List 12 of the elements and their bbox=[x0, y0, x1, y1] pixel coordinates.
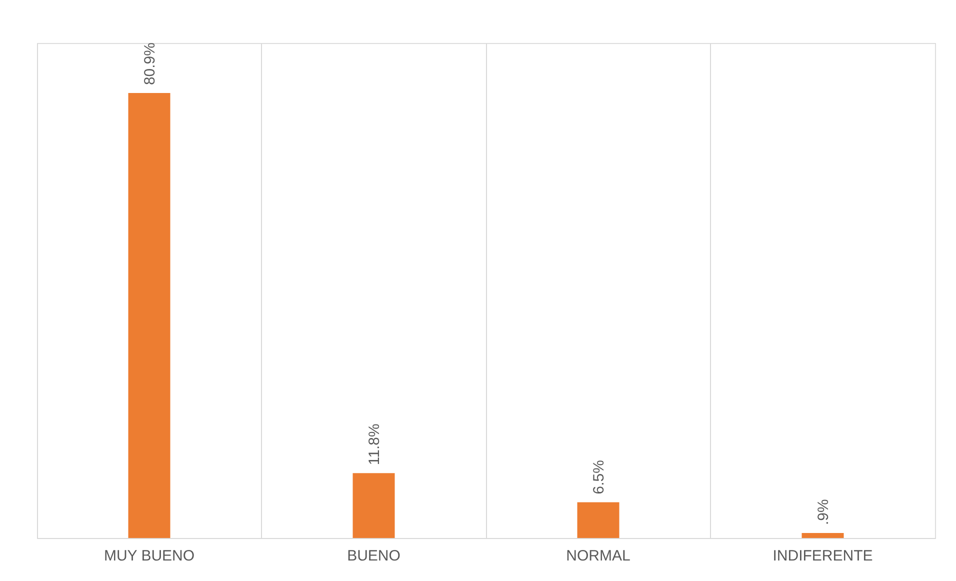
x-tick-label: BUENO bbox=[347, 548, 400, 564]
data-label: .9% bbox=[814, 499, 832, 526]
data-label: 80.9% bbox=[141, 42, 158, 86]
bar bbox=[577, 502, 620, 538]
x-tick-label: NORMAL bbox=[566, 548, 630, 564]
x-tick-label: MUY BUENO bbox=[104, 548, 195, 564]
x-tick-label: INDIFERENTE bbox=[772, 548, 873, 564]
bar bbox=[128, 93, 170, 538]
data-label: 11.8% bbox=[366, 424, 383, 466]
bar bbox=[802, 533, 844, 538]
bar bbox=[352, 473, 395, 538]
data-label: 6.5% bbox=[590, 460, 608, 494]
